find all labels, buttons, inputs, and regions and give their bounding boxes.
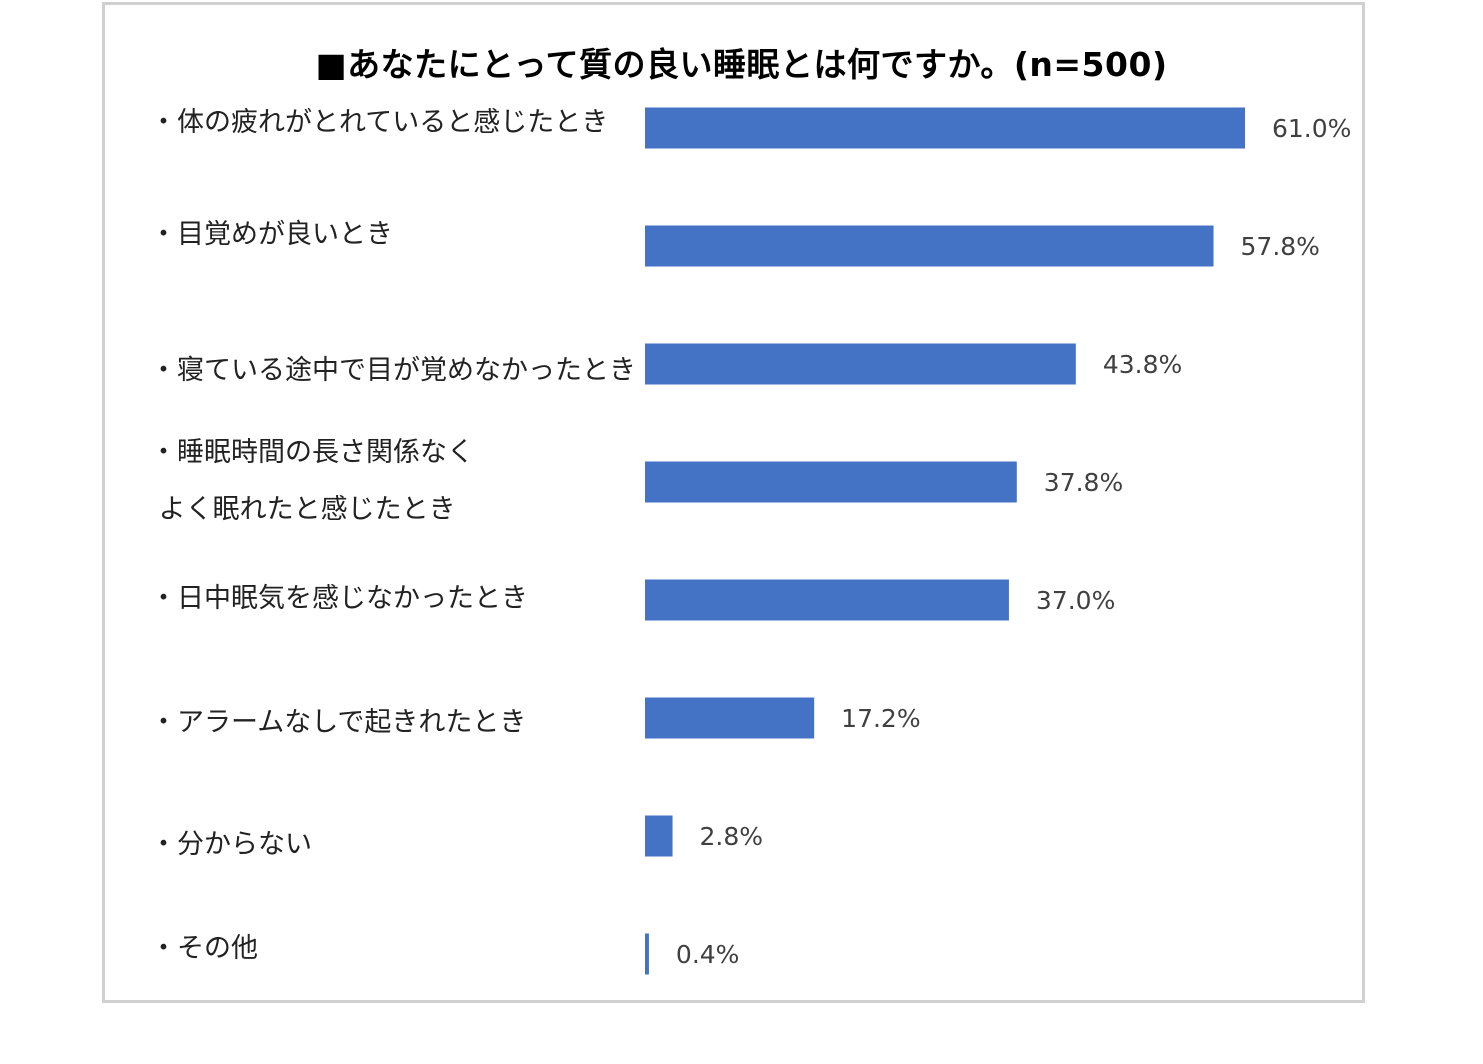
value-label-1: 57.8% [1241, 232, 1320, 261]
bar-0 [645, 107, 1245, 149]
value-label-4: 37.0% [1036, 586, 1115, 615]
value-label-7: 0.4% [676, 940, 740, 969]
value-label-2: 43.8% [1103, 350, 1182, 379]
category-label-6: ・分からない [150, 829, 312, 860]
category-label-0: ・体の疲れがとれていると感じたとき [150, 107, 609, 138]
category-label-2: ・寝ている途中で目が覚めなかったとき [150, 355, 636, 386]
value-label-6: 2.8% [700, 822, 764, 851]
bar-6 [645, 815, 673, 857]
category-label-5: ・アラームなしで起きれたとき [150, 707, 527, 738]
bar-5 [645, 697, 815, 739]
bar-3 [645, 461, 1017, 503]
value-label-0: 61.0% [1272, 114, 1351, 143]
chart-title: ■あなたにとって質の良い睡眠とは何ですか。(n=500) [315, 45, 1168, 84]
value-label-3: 37.8% [1044, 468, 1123, 497]
category-label-7: ・その他 [150, 933, 258, 964]
category-label-3: ・睡眠時間の長さ関係なく よく眠れたと感じたとき [150, 437, 474, 525]
category-label-1: ・目覚めが良いとき [150, 219, 393, 250]
bar-7 [645, 933, 649, 975]
bar-4 [645, 579, 1009, 621]
bar-1 [645, 225, 1214, 267]
category-label-4: ・日中眠気を感じなかったとき [150, 583, 528, 614]
value-label-5: 17.2% [841, 704, 920, 733]
bar-2 [645, 343, 1076, 385]
